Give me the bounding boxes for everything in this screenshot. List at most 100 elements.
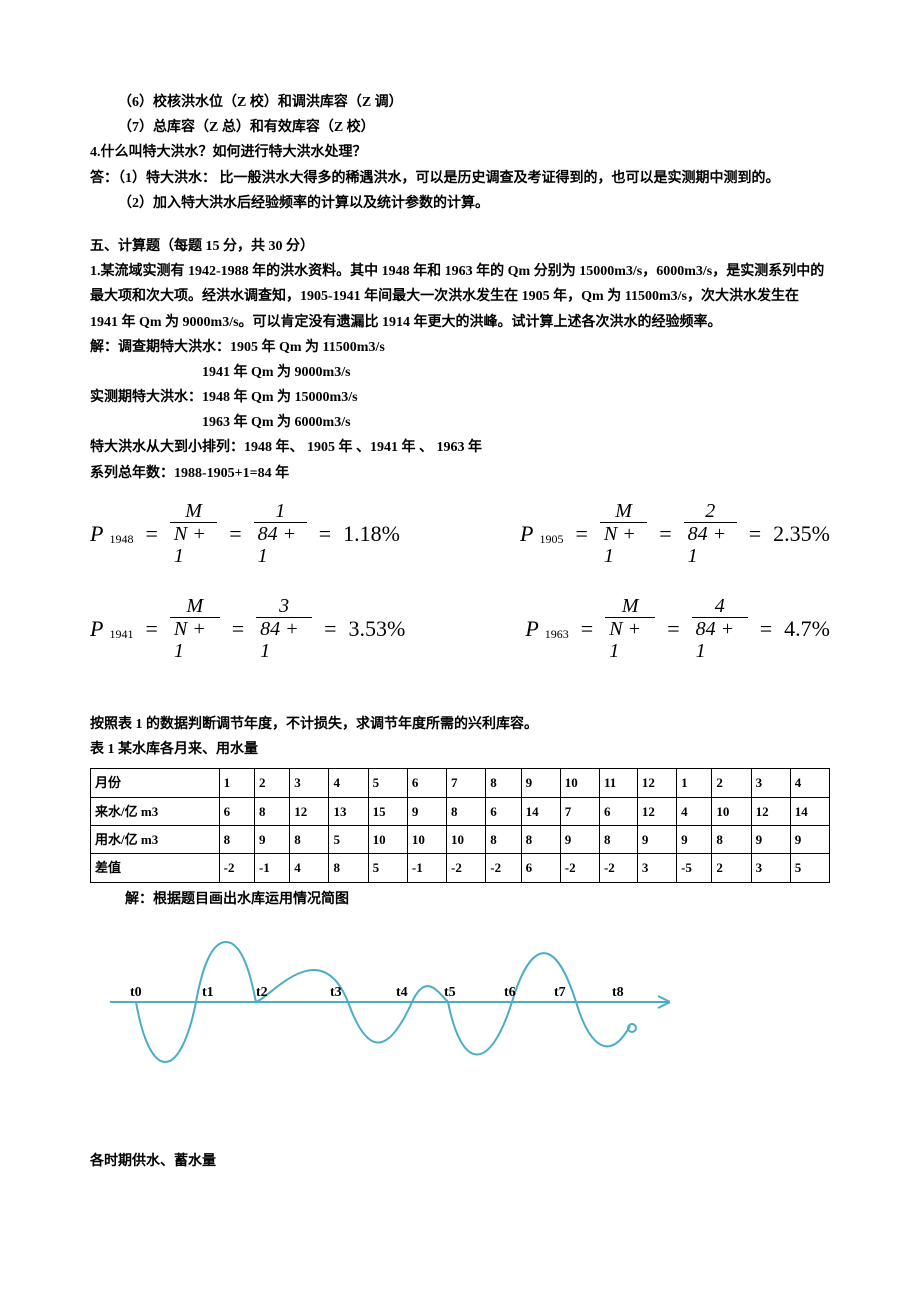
formula-p1905: P1905 =MN + 1 =284 + 1 =2.35% (520, 500, 830, 567)
table-cell: 12 (751, 797, 790, 825)
sol-2: 1941 年 Qm 为 9000m3/s (90, 360, 830, 385)
table-cell: 8 (290, 825, 329, 853)
table-cell: 6 (599, 797, 637, 825)
table-cell: -1 (407, 854, 446, 882)
formula-p1948: P1948 =MN + 1 =184 + 1 =1.18% (90, 500, 400, 567)
table-header-cell: 2 (254, 769, 289, 797)
table-cell: 8 (219, 825, 254, 853)
table-cell: 8 (447, 797, 486, 825)
table-cell: 2 (712, 854, 751, 882)
sol-6: 系列总年数：1988-1905+1=84 年 (90, 461, 830, 486)
table-header-cell: 4 (790, 769, 829, 797)
t-label: t6 (504, 985, 516, 1000)
t-label: t5 (444, 985, 456, 1000)
table-header-cell: 7 (447, 769, 486, 797)
table-cell: 9 (407, 797, 446, 825)
table-cell: -2 (447, 854, 486, 882)
q4: 4.什么叫特大洪水？如何进行特大洪水处理？ (90, 140, 830, 165)
table-cell: 5 (790, 854, 829, 882)
table-cell: 9 (637, 825, 676, 853)
q4-num: 4. (90, 145, 101, 160)
q4-text: 什么叫特大洪水？如何进行特大洪水处理？ (101, 145, 367, 160)
table-header-cell: 8 (486, 769, 521, 797)
table-row: 用水/亿 m38985101010889899899 (91, 825, 830, 853)
data-table: 月份1234567891011121234 来水/亿 m368121315986… (90, 768, 830, 883)
table-cell: 差值 (91, 854, 220, 882)
t-label: t7 (554, 985, 566, 1000)
table-cell: -5 (677, 854, 712, 882)
table-cell: 3 (751, 854, 790, 882)
table-cell: 4 (290, 854, 329, 882)
line-7: （7）总库容（Z 总）和有效库容（Z 校） (90, 115, 830, 140)
a4-2: （2）加入特大洪水后经验频率的计算以及统计参数的计算。 (90, 191, 830, 216)
table-cell: 10 (407, 825, 446, 853)
table-cell: 8 (329, 854, 368, 882)
table-cell: 14 (790, 797, 829, 825)
table-header-cell: 12 (637, 769, 676, 797)
table-cell: 8 (599, 825, 637, 853)
table-cell: 8 (254, 797, 289, 825)
table-cell: 用水/亿 m3 (91, 825, 220, 853)
reservoir-chart: t0t1t2t3t4t5t6t7t8 (110, 922, 830, 1131)
table-cell: 10 (712, 797, 751, 825)
table-header-cell: 3 (751, 769, 790, 797)
table-cell: 6 (521, 854, 560, 882)
chart-svg: t0t1t2t3t4t5t6t7t8 (110, 922, 670, 1122)
table-cell: -2 (486, 854, 521, 882)
table-row: 来水/亿 m3681213159861476124101214 (91, 797, 830, 825)
chart-note: 解：根据题目画出水库运用情况简图 (90, 887, 830, 912)
a4-1: 答：（1）特大洪水： 比一般洪水大得多的稀遇洪水，可以是历史调查及考证得到的，也… (90, 166, 830, 191)
table-cell: -1 (254, 854, 289, 882)
table-body: 来水/亿 m3681213159861476124101214用水/亿 m389… (91, 797, 830, 882)
table-row: 差值-2-1485-1-2-26-2-23-5235 (91, 854, 830, 882)
table-cell: 4 (677, 797, 712, 825)
table-cell: 12 (637, 797, 676, 825)
table-header-cell: 6 (407, 769, 446, 797)
table-cell: 15 (368, 797, 407, 825)
table-cell: 9 (254, 825, 289, 853)
sol-1: 解：调查期特大洪水：1905 年 Qm 为 11500m3/s (90, 335, 830, 360)
formula-p1963: P1963 =MN + 1 =484 + 1 =4.7% (525, 595, 830, 662)
formula-area: P1948 =MN + 1 =184 + 1 =1.18% P1905 =MN … (90, 500, 830, 662)
t-label: t8 (612, 985, 624, 1000)
bottom-caption: 各时期供水、蓄水量 (90, 1149, 830, 1174)
table-cell: 3 (637, 854, 676, 882)
table-cell: 9 (751, 825, 790, 853)
t-label: t2 (256, 985, 268, 1000)
table-header-cell: 1 (677, 769, 712, 797)
table-header-row: 月份1234567891011121234 (91, 769, 830, 797)
table-caption: 表 1 某水库各月来、用水量 (90, 737, 830, 762)
q1: 1.某流域实测有 1942-1988 年的洪水资料。其中 1948 年和 196… (90, 259, 830, 335)
table-intro: 按照表 1 的数据判断调节年度，不计损失，求调节年度所需的兴利库容。 (90, 712, 830, 737)
table-cell: 来水/亿 m3 (91, 797, 220, 825)
table-header-cell: 5 (368, 769, 407, 797)
t-label: t4 (396, 985, 408, 1000)
table-cell: 5 (368, 854, 407, 882)
table-header-cell: 1 (219, 769, 254, 797)
table-header-cell: 2 (712, 769, 751, 797)
table-cell: 8 (521, 825, 560, 853)
t-label: t1 (202, 985, 214, 1000)
table-header-cell: 11 (599, 769, 637, 797)
t-label: t3 (330, 985, 342, 1000)
formula-p1941: P1941 =MN + 1 =384 + 1 =3.53% (90, 595, 405, 662)
table-cell: 7 (560, 797, 599, 825)
table-cell: 6 (219, 797, 254, 825)
table-cell: 13 (329, 797, 368, 825)
table-cell: -2 (219, 854, 254, 882)
table-cell: 8 (712, 825, 751, 853)
table-cell: 9 (560, 825, 599, 853)
table-cell: 14 (521, 797, 560, 825)
table-cell: 10 (368, 825, 407, 853)
section-5: 五、计算题（每题 15 分，共 30 分） (90, 234, 830, 259)
sol-3: 实测期特大洪水：1948 年 Qm 为 15000m3/s (90, 385, 830, 410)
table-cell: 8 (486, 825, 521, 853)
table-header-cell: 3 (290, 769, 329, 797)
table-cell: 9 (677, 825, 712, 853)
table-header-cell: 10 (560, 769, 599, 797)
table-cell: 5 (329, 825, 368, 853)
table-cell: -2 (560, 854, 599, 882)
table-cell: -2 (599, 854, 637, 882)
table-cell: 6 (486, 797, 521, 825)
line-6: （6）校核洪水位（Z 校）和调洪库容（Z 调） (90, 90, 830, 115)
